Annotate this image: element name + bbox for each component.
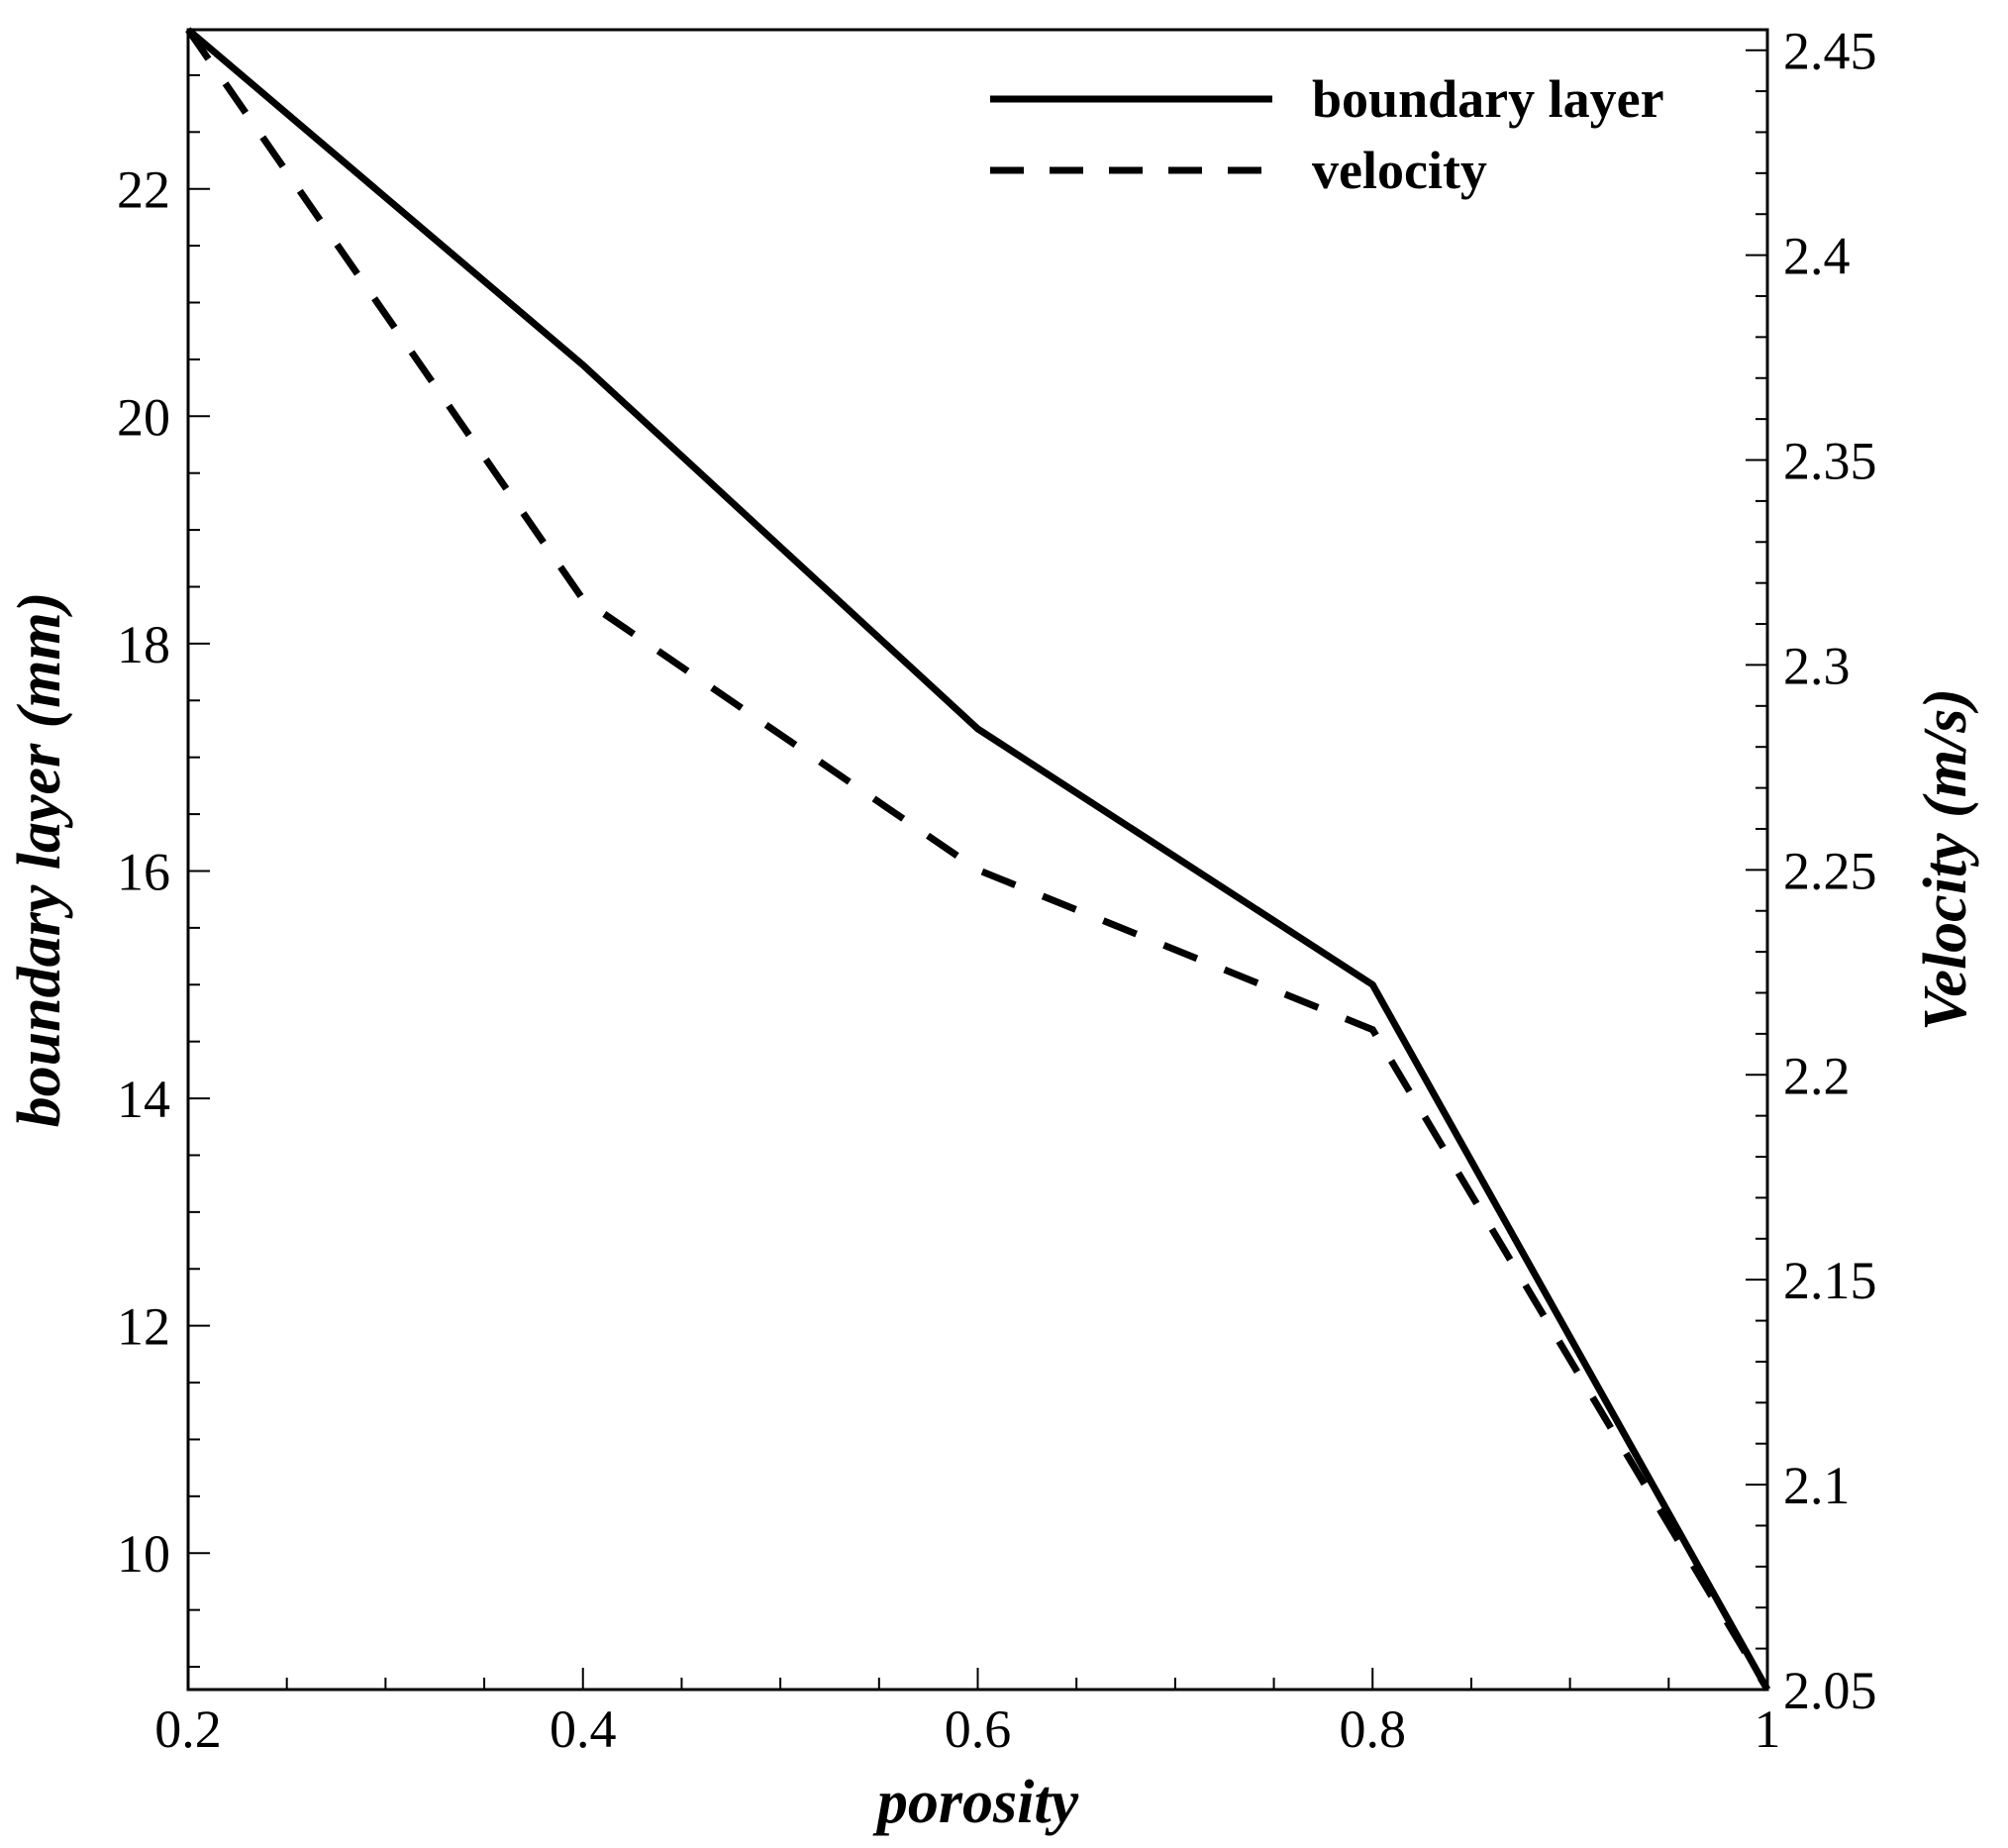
y-left-tick-label: 20 — [117, 387, 170, 447]
y-right-tick-label: 2.15 — [1783, 1251, 1877, 1310]
y-right-tick-label: 2.3 — [1783, 636, 1851, 695]
series-lines — [185, 27, 1771, 1692]
y-right-tick-label: 2.4 — [1783, 227, 1851, 286]
y-left-tick-label: 12 — [117, 1297, 170, 1357]
y-left-tick-label: 22 — [117, 160, 170, 220]
y-left-tick-label: 16 — [117, 842, 170, 901]
y-left-tick-label: 10 — [117, 1524, 170, 1584]
x-tick-label: 1 — [1755, 1699, 1781, 1759]
y-right-tick-label: 2.05 — [1783, 1661, 1877, 1720]
minor-ticks — [188, 73, 1767, 1690]
legend-label-boundary-layer: boundary layer — [1312, 69, 1664, 129]
y-right-tick-label: 2.25 — [1783, 841, 1877, 900]
legend-label-velocity: velocity — [1312, 141, 1487, 200]
x-axis-title: porosity — [872, 1769, 1079, 1836]
x-tick-label: 0.8 — [1340, 1699, 1407, 1759]
y-right-tick-label: 2.45 — [1783, 22, 1877, 81]
plot-frame — [186, 28, 1769, 1692]
y-axis-right-title: Velocity (m/s) — [1912, 688, 1979, 1031]
y-right-tick-label: 2.2 — [1783, 1046, 1851, 1105]
x-tick-label: 0.4 — [550, 1699, 617, 1759]
major-ticks — [187, 49, 1768, 1691]
x-tick-label: 0.2 — [154, 1699, 222, 1759]
y-left-tick-label: 14 — [117, 1070, 170, 1129]
y-right-tick-label: 2.1 — [1783, 1456, 1851, 1515]
legend: boundary layer velocity — [990, 69, 1664, 200]
y-left-tick-label: 18 — [117, 615, 170, 674]
y-axis-left-title: boundary layer (mm) — [6, 592, 73, 1128]
x-tick-label: 0.6 — [945, 1699, 1012, 1759]
series-line-boundary-layer — [185, 27, 1771, 1692]
series-line-velocity — [185, 28, 1771, 1692]
tick-labels: 0.2 0.4 0.6 0.8 1 10 12 14 16 18 20 22 2.05 2.1 2.15 2.… — [117, 22, 1877, 1759]
y-right-tick-label: 2.35 — [1783, 432, 1877, 491]
